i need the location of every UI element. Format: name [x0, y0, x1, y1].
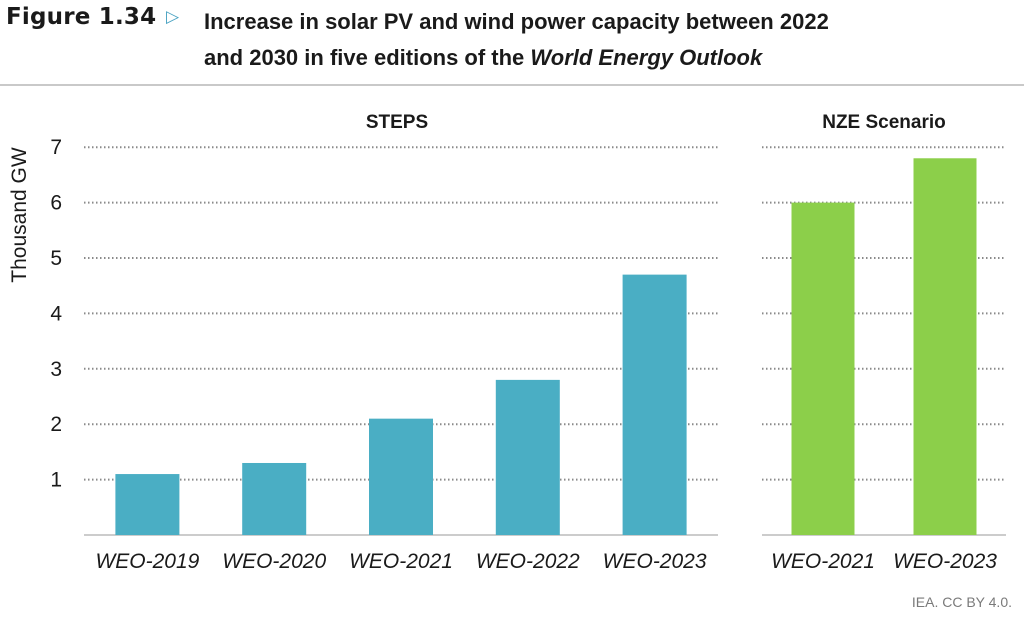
header-divider — [0, 84, 1024, 86]
bar-weo-2023 — [913, 158, 977, 535]
figure-title-line2: and 2030 in five editions of the World E… — [204, 40, 1004, 76]
figure-header: Figure 1.34 ▷ Increase in solar PV and w… — [0, 0, 1024, 80]
bar-weo-2019 — [115, 474, 180, 535]
x-tick-label: WEO-2023 — [603, 550, 707, 573]
x-tick-label: WEO-2022 — [476, 550, 580, 573]
y-tick-label: 3 — [50, 358, 62, 381]
bar-weo-2021 — [369, 418, 433, 535]
x-tick-label: WEO-2020 — [222, 550, 326, 573]
credit-text: IEA. CC BY 4.0. — [911, 594, 1012, 610]
y-tick-label: 5 — [50, 247, 62, 270]
panel-title: STEPS — [366, 112, 428, 133]
chart-area: STEPS WEO-2019 WEO-2020 WEO-2021 WEO-2022 WEO… — [8, 112, 1006, 573]
y-tick-label: 7 — [50, 136, 62, 159]
figure-title-line2-prefix: and 2030 in five editions of the — [204, 45, 531, 70]
bar-weo-2020 — [242, 462, 307, 535]
x-tick-label: WEO-2021 — [349, 550, 453, 573]
figure-label: Figure 1.34 — [6, 4, 157, 30]
chart-panel-1: NZE Scenario WEO-2021 WEO-2023 — [762, 112, 1006, 573]
y-tick-label: 2 — [50, 413, 62, 436]
bar-weo-2021 — [791, 202, 855, 535]
figure-title: Increase in solar PV and wind power capa… — [204, 4, 1004, 76]
x-tick-label: WEO-2021 — [771, 550, 875, 573]
figure-title-publication: World Energy Outlook — [530, 45, 763, 70]
triangle-arrow-icon: ▷ — [166, 7, 180, 26]
y-tick-label: 6 — [50, 192, 62, 215]
bar-weo-2023 — [622, 274, 687, 535]
x-tick-label: WEO-2019 — [95, 550, 199, 573]
bar-weo-2022 — [495, 379, 560, 535]
y-tick-label: 1 — [50, 469, 62, 492]
panel-title: NZE Scenario — [822, 112, 946, 133]
x-tick-label: WEO-2023 — [893, 550, 997, 573]
y-axis-label: Thousand GW — [8, 147, 31, 283]
figure-title-line1: Increase in solar PV and wind power capa… — [204, 9, 829, 34]
y-tick-label: 4 — [50, 302, 62, 325]
chart-panel-0: STEPS WEO-2019 WEO-2020 WEO-2021 WEO-2022 WEO… — [8, 112, 718, 573]
